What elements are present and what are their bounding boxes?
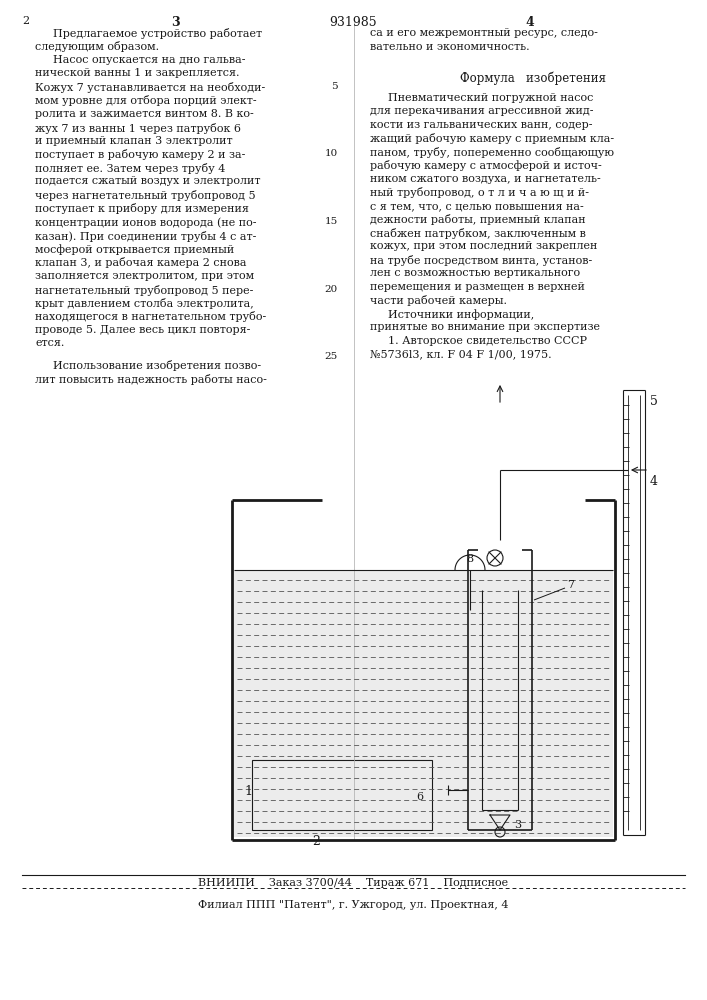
Text: концентрации ионов водорода (не по-: концентрации ионов водорода (не по- bbox=[35, 217, 257, 228]
Text: Предлагаемое устройство работает: Предлагаемое устройство работает bbox=[53, 28, 262, 39]
Text: 5: 5 bbox=[650, 395, 658, 408]
Text: нической ванны 1 и закрепляется.: нической ванны 1 и закрепляется. bbox=[35, 68, 240, 79]
Text: паном, трубу, попеременно сообщающую: паном, трубу, попеременно сообщающую bbox=[370, 147, 614, 158]
Text: жух 7 из ванны 1 через патрубок 6: жух 7 из ванны 1 через патрубок 6 bbox=[35, 122, 241, 133]
Text: Филиал ППП "Патент", г. Ужгород, ул. Проектная, 4: Филиал ППП "Патент", г. Ужгород, ул. Про… bbox=[198, 900, 508, 910]
Text: ролита и зажимается винтом 8. В ко-: ролита и зажимается винтом 8. В ко- bbox=[35, 109, 254, 119]
Text: 5: 5 bbox=[332, 82, 338, 91]
Text: 8: 8 bbox=[466, 554, 473, 564]
Text: 25: 25 bbox=[325, 352, 338, 361]
Text: казан). При соединении трубы 4 с ат-: казан). При соединении трубы 4 с ат- bbox=[35, 231, 257, 241]
Text: вательно и экономичность.: вательно и экономичность. bbox=[370, 41, 530, 51]
Text: са и его межремонтный ресурс, следо-: са и его межремонтный ресурс, следо- bbox=[370, 28, 598, 38]
Text: 2: 2 bbox=[312, 835, 320, 848]
Text: дежности работы, приемный клапан: дежности работы, приемный клапан bbox=[370, 214, 585, 225]
Text: с я тем, что, с целью повышения на-: с я тем, что, с целью повышения на- bbox=[370, 201, 584, 211]
Text: Пневматический погружной насос: Пневматический погружной насос bbox=[388, 93, 593, 103]
Text: рабочую камеру с атмосферой и источ-: рабочую камеру с атмосферой и источ- bbox=[370, 160, 602, 171]
Text: принятые во внимание при экспертизе: принятые во внимание при экспертизе bbox=[370, 322, 600, 332]
Text: Насос опускается на дно гальва-: Насос опускается на дно гальва- bbox=[53, 55, 245, 65]
Text: крыт давлением столба электролита,: крыт давлением столба электролита, bbox=[35, 298, 254, 309]
Text: нагнетательный трубопровод 5 пере-: нагнетательный трубопровод 5 пере- bbox=[35, 284, 253, 296]
Text: 4: 4 bbox=[525, 16, 534, 29]
Text: следующим образом.: следующим образом. bbox=[35, 41, 159, 52]
Text: проводе 5. Далее весь цикл повторя-: проводе 5. Далее весь цикл повторя- bbox=[35, 325, 250, 335]
Text: Кожух 7 устанавливается на необходи-: Кожух 7 устанавливается на необходи- bbox=[35, 82, 265, 93]
Text: на трубе посредством винта, установ-: на трубе посредством винта, установ- bbox=[370, 255, 592, 266]
Text: Формула   изобретения: Формула изобретения bbox=[460, 71, 607, 85]
Text: 20: 20 bbox=[325, 284, 338, 294]
Text: части рабочей камеры.: части рабочей камеры. bbox=[370, 295, 507, 306]
Text: подается сжатый воздух и электролит: подается сжатый воздух и электролит bbox=[35, 176, 260, 186]
Text: поступает к прибору для измерения: поступает к прибору для измерения bbox=[35, 204, 249, 215]
Text: кожух, при этом последний закреплен: кожух, при этом последний закреплен bbox=[370, 241, 597, 251]
Text: для перекачивания агрессивной жид-: для перекачивания агрессивной жид- bbox=[370, 106, 593, 116]
Text: Источники информации,: Источники информации, bbox=[388, 309, 534, 320]
Text: лит повысить надежность работы насо-: лит повысить надежность работы насо- bbox=[35, 374, 267, 385]
Text: снабжен патрубком, заключенным в: снабжен патрубком, заключенным в bbox=[370, 228, 586, 239]
Text: ВНИИПИ    Заказ 3700/44    Тираж 671    Подписное: ВНИИПИ Заказ 3700/44 Тираж 671 Подписное bbox=[198, 878, 508, 888]
Text: кости из гальванических ванн, содер-: кости из гальванических ванн, содер- bbox=[370, 120, 592, 130]
Text: через нагнетательный трубопровод 5: через нагнетательный трубопровод 5 bbox=[35, 190, 256, 201]
Text: заполняется электролитом, при этом: заполняется электролитом, при этом bbox=[35, 271, 254, 281]
Text: мом уровне для отбора порций элект-: мом уровне для отбора порций элект- bbox=[35, 96, 257, 106]
Text: 1. Авторское свидетельство СССР: 1. Авторское свидетельство СССР bbox=[388, 336, 587, 346]
Text: клапан 3, и рабочая камера 2 снова: клапан 3, и рабочая камера 2 снова bbox=[35, 257, 247, 268]
Text: ется.: ется. bbox=[35, 338, 64, 349]
Text: лен с возможностью вертикального: лен с возможностью вертикального bbox=[370, 268, 580, 278]
Text: 2: 2 bbox=[22, 16, 29, 26]
Text: 6: 6 bbox=[416, 792, 423, 802]
Text: 7: 7 bbox=[567, 580, 574, 590]
Text: 10: 10 bbox=[325, 149, 338, 158]
Bar bbox=[252, 760, 432, 830]
Text: поступает в рабочую камеру 2 и за-: поступает в рабочую камеру 2 и за- bbox=[35, 149, 245, 160]
Text: Использование изобретения позво-: Использование изобретения позво- bbox=[53, 360, 261, 371]
Text: ный трубопровод, о т л и ч а ю щ и й-: ный трубопровод, о т л и ч а ю щ и й- bbox=[370, 187, 589, 198]
Text: 931985: 931985 bbox=[329, 16, 377, 29]
Text: 15: 15 bbox=[325, 217, 338, 226]
Text: №5736l3, кл. F 04 F 1/00, 1975.: №5736l3, кл. F 04 F 1/00, 1975. bbox=[370, 349, 551, 359]
Bar bbox=[234, 570, 613, 837]
Text: находящегося в нагнетательном трубо-: находящегося в нагнетательном трубо- bbox=[35, 312, 267, 322]
Text: 3: 3 bbox=[514, 820, 521, 830]
Text: 3: 3 bbox=[170, 16, 180, 29]
Text: жащий рабочую камеру с приемным кла-: жащий рабочую камеру с приемным кла- bbox=[370, 133, 614, 144]
Text: и приемный клапан 3 электролит: и приемный клапан 3 электролит bbox=[35, 136, 233, 146]
Text: полняет ее. Затем через трубу 4: полняет ее. Затем через трубу 4 bbox=[35, 163, 226, 174]
Text: ником сжатого воздуха, и нагнетатель-: ником сжатого воздуха, и нагнетатель- bbox=[370, 174, 601, 184]
Text: 1: 1 bbox=[244, 785, 252, 798]
Text: мосферой открывается приемный: мосферой открывается приемный bbox=[35, 244, 234, 255]
Text: перемещения и размещен в верхней: перемещения и размещен в верхней bbox=[370, 282, 585, 292]
Text: 4: 4 bbox=[650, 475, 658, 488]
